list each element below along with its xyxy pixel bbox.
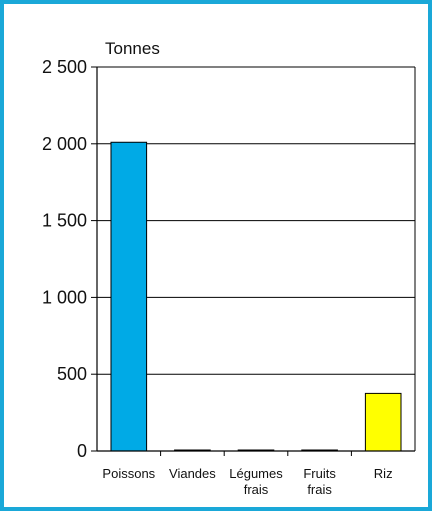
x-category-label: Poissons: [102, 466, 155, 481]
x-category-label: Légumes: [229, 466, 283, 481]
y-tick-label: 2 000: [42, 134, 87, 154]
y-tick-labels: 0 500 1 000 1 500 2 000 2 500: [42, 57, 87, 461]
bar: [364, 392, 402, 452]
x-category-label: frais: [307, 482, 332, 497]
gridlines: [97, 66, 415, 375]
y-tick-label: 1 000: [42, 287, 87, 307]
y-tick-label: 2 500: [42, 57, 87, 77]
y-tick-label: 0: [77, 441, 87, 461]
x-category-label: Viandes: [169, 466, 216, 481]
bar-chart: 0 500 1 000 1 500 2 000 2 500 Poissons Viandes…: [42, 39, 416, 497]
bar: [110, 141, 148, 452]
y-axis-label: Tonnes: [105, 39, 160, 58]
x-category-label: frais: [244, 482, 269, 497]
bars: [110, 141, 402, 452]
axes: [91, 66, 416, 456]
x-category-label: Riz: [374, 466, 393, 481]
y-tick-label: 500: [57, 364, 87, 384]
x-category-label: Fruits: [303, 466, 336, 481]
x-category-labels: Poissons Viandes LégumesfraisFruitsfraisRi…: [102, 466, 392, 497]
y-tick-label: 1 500: [42, 211, 87, 231]
